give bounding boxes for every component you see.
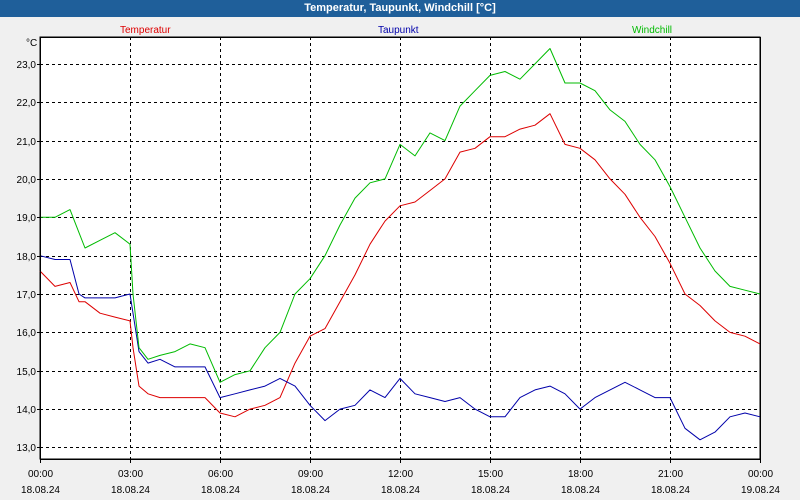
x-tick-label-time: 03:00 — [118, 469, 143, 480]
x-tick-label-time: 18:00 — [568, 469, 593, 480]
y-tick-label: 22,0 — [17, 98, 37, 109]
x-tick-label-time: 00:00 — [28, 469, 53, 480]
y-tick-label: 13,0 — [17, 443, 37, 454]
y-tick-label: 15,0 — [17, 367, 37, 378]
x-tick-label-date: 18.08.24 — [651, 485, 690, 496]
x-tick-label-time: 09:00 — [298, 469, 323, 480]
y-tick-label: 14,0 — [17, 405, 37, 416]
x-tick-label-date: 18.08.24 — [561, 485, 600, 496]
x-tick-label-date: 19.08.24 — [741, 485, 780, 496]
y-tick-label: 18,0 — [17, 252, 37, 263]
x-tick-label-time: 06:00 — [208, 469, 233, 480]
x-tick-label-date: 18.08.24 — [111, 485, 150, 496]
y-tick-label: 21,0 — [17, 137, 37, 148]
legend-taupunkt: Taupunkt — [378, 25, 419, 36]
series-line-temperatur — [39, 113, 761, 418]
x-tick-label-date: 18.08.24 — [21, 485, 60, 496]
y-axis-unit: °C — [26, 38, 38, 49]
plot-border — [40, 37, 761, 460]
chart-title: Temperatur, Taupunkt, Windchill [°C] — [0, 0, 800, 17]
x-tick-label-time: 12:00 — [388, 469, 413, 480]
y-tick-label: 17,0 — [17, 290, 37, 301]
y-tick-label: 19,0 — [17, 213, 37, 224]
x-tick-label-time: 00:00 — [748, 469, 773, 480]
x-tick-label-date: 18.08.24 — [291, 485, 330, 496]
x-tick-label-date: 18.08.24 — [471, 485, 510, 496]
series-line-taupunkt — [39, 255, 761, 441]
legend-temperatur: Temperatur — [120, 25, 171, 36]
x-tick-label-time: 21:00 — [658, 469, 683, 480]
y-tick-label: 16,0 — [17, 328, 37, 339]
x-tick-label-date: 18.08.24 — [201, 485, 240, 496]
y-tick-label: 20,0 — [17, 175, 37, 186]
y-tick-label: 23,0 — [17, 60, 37, 71]
x-tick-label-date: 18.08.24 — [381, 485, 420, 496]
x-tick-label-time: 15:00 — [478, 469, 503, 480]
legend-windchill: Windchill — [632, 25, 673, 36]
series-line-windchill — [40, 48, 761, 383]
